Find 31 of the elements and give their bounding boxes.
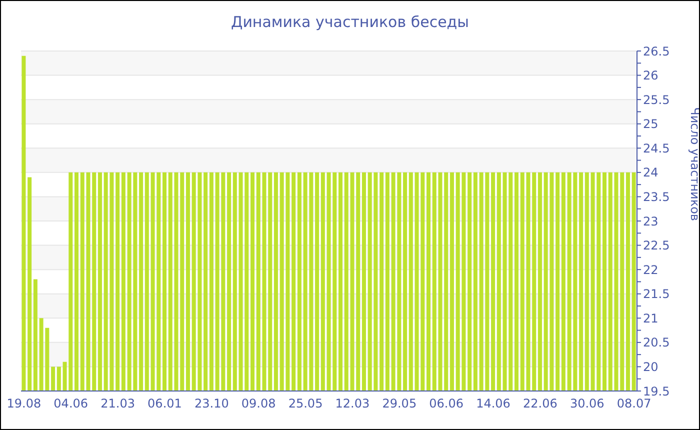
y-axis-title: Число участников bbox=[688, 107, 700, 221]
y-tick-label: 22 bbox=[643, 262, 658, 277]
y-tick-label: 20 bbox=[643, 360, 658, 374]
x-tick-label: 30.06 bbox=[570, 396, 604, 411]
x-tick-label: 21.03 bbox=[100, 396, 135, 411]
y-tick-label: 23.5 bbox=[643, 190, 670, 204]
y-tick-label: 25 bbox=[643, 117, 658, 132]
chart-title: Динамика участников беседы bbox=[230, 13, 470, 31]
x-tick-label: 22.06 bbox=[523, 396, 558, 411]
x-tick-label: 08.07 bbox=[616, 396, 652, 411]
y-tick-label: 26 bbox=[643, 68, 658, 83]
y-tick-label: 20.5 bbox=[643, 336, 670, 350]
x-tick-label: 14.06 bbox=[476, 396, 510, 411]
y-tick-label: 19.5 bbox=[643, 384, 670, 398]
y-tick-label: 22.5 bbox=[643, 238, 670, 253]
x-tick-label: 06.06 bbox=[429, 396, 464, 411]
y-tick-label: 23 bbox=[643, 214, 658, 228]
y-tick-label: 25.5 bbox=[643, 92, 670, 107]
y-tick-label: 21 bbox=[643, 311, 658, 326]
x-tick-label: 23.10 bbox=[194, 396, 229, 411]
x-tick-label: 04.06 bbox=[54, 396, 88, 411]
x-tick-label: 25.05 bbox=[288, 396, 323, 411]
x-tick-label: 06.01 bbox=[148, 396, 182, 411]
x-tick-label: 19.08 bbox=[6, 396, 42, 411]
y-tick-label: 26.5 bbox=[643, 44, 670, 58]
x-tick-label: 12.03 bbox=[335, 396, 370, 411]
y-tick-label: 21.5 bbox=[643, 287, 670, 302]
y-tick-label: 24 bbox=[643, 166, 658, 180]
x-tick-label: 09.08 bbox=[241, 396, 276, 411]
y-tick-label: 24.5 bbox=[643, 141, 670, 156]
x-tick-label: 29.05 bbox=[382, 396, 417, 411]
